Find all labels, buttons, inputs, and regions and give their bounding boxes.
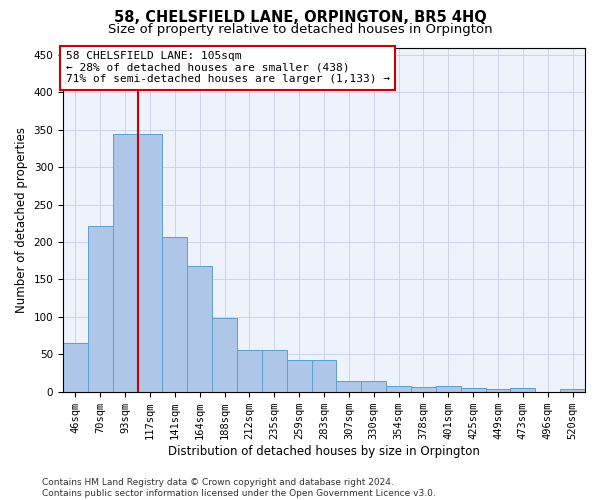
Bar — [337, 381, 361, 392]
Bar — [485, 388, 511, 392]
Bar — [386, 386, 411, 392]
Bar — [113, 134, 137, 392]
Text: Contains HM Land Registry data © Crown copyright and database right 2024.
Contai: Contains HM Land Registry data © Crown c… — [42, 478, 436, 498]
Y-axis label: Number of detached properties: Number of detached properties — [15, 126, 28, 312]
Bar — [560, 388, 585, 392]
Bar — [137, 134, 163, 392]
Bar — [163, 237, 187, 392]
X-axis label: Distribution of detached houses by size in Orpington: Distribution of detached houses by size … — [168, 444, 480, 458]
Text: 58 CHELSFIELD LANE: 105sqm
← 28% of detached houses are smaller (438)
71% of sem: 58 CHELSFIELD LANE: 105sqm ← 28% of deta… — [65, 51, 389, 84]
Bar — [187, 266, 212, 392]
Bar — [461, 388, 485, 392]
Bar — [311, 360, 337, 392]
Text: 58, CHELSFIELD LANE, ORPINGTON, BR5 4HQ: 58, CHELSFIELD LANE, ORPINGTON, BR5 4HQ — [113, 10, 487, 25]
Text: Size of property relative to detached houses in Orpington: Size of property relative to detached ho… — [107, 22, 493, 36]
Bar — [411, 387, 436, 392]
Bar — [511, 388, 535, 392]
Bar — [212, 318, 237, 392]
Bar — [361, 381, 386, 392]
Bar — [88, 226, 113, 392]
Bar — [287, 360, 311, 392]
Bar — [262, 350, 287, 392]
Bar — [63, 343, 88, 392]
Bar — [237, 350, 262, 392]
Bar — [436, 386, 461, 392]
